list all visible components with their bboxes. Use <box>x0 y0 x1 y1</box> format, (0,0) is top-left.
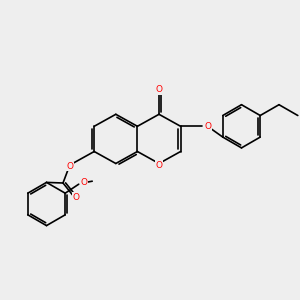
Text: O: O <box>204 122 211 131</box>
Text: O: O <box>81 178 88 187</box>
Text: O: O <box>155 160 163 169</box>
Text: O: O <box>66 162 73 171</box>
Text: O: O <box>72 193 79 202</box>
Text: O: O <box>155 85 163 94</box>
